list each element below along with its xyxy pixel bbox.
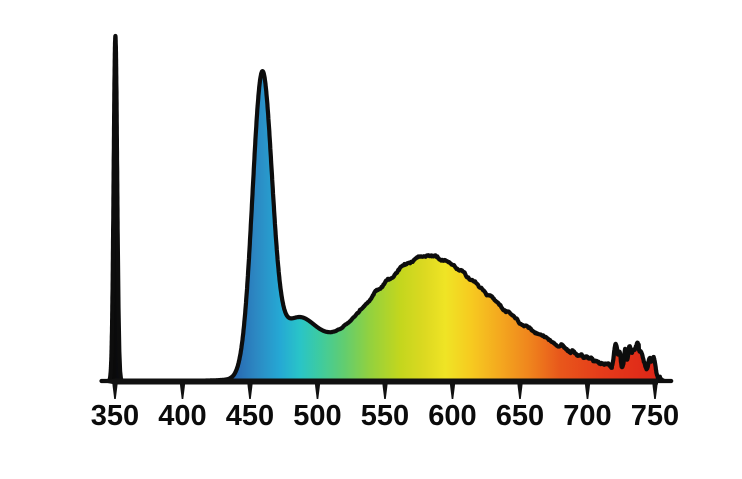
svg-text:450: 450 [226, 400, 274, 432]
svg-text:500: 500 [293, 400, 341, 432]
svg-text:350: 350 [91, 400, 139, 432]
svg-text:400: 400 [158, 400, 206, 432]
svg-text:550: 550 [361, 400, 409, 432]
svg-text:650: 650 [496, 400, 544, 432]
svg-text:700: 700 [563, 400, 611, 432]
svg-text:600: 600 [428, 400, 476, 432]
svg-text:750: 750 [631, 400, 679, 432]
